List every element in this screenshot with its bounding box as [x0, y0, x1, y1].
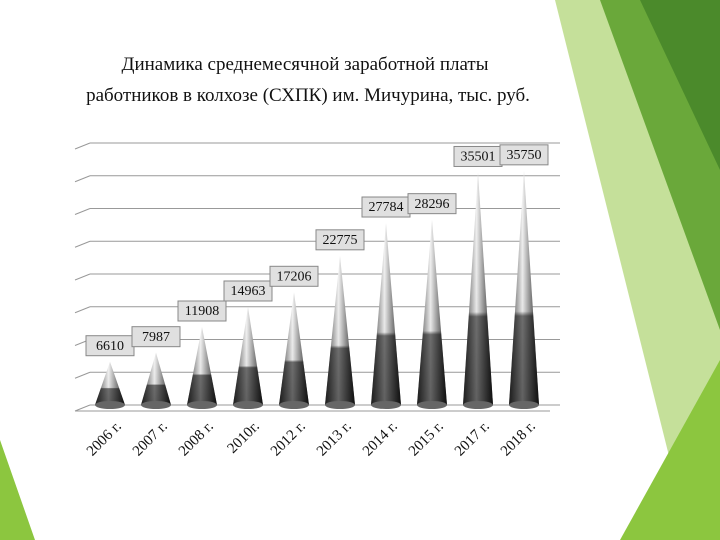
cone-base	[463, 401, 493, 409]
grid-line	[74, 208, 91, 215]
cone-base	[95, 401, 125, 409]
x-tick-label: 2015 г.	[406, 419, 447, 460]
grid-line	[74, 175, 91, 183]
cone-base	[187, 401, 217, 409]
cone-shade	[417, 219, 447, 405]
value-label: 28296	[415, 197, 450, 212]
grid-line	[74, 142, 91, 150]
value-label: 35750	[507, 148, 542, 163]
cone-base	[141, 401, 171, 409]
value-label-box	[407, 193, 457, 215]
cone-base	[417, 401, 447, 409]
value-label: 17206	[277, 270, 312, 285]
x-tick-label: 2018 г.	[498, 419, 539, 460]
grid-line	[74, 404, 91, 412]
cone-base	[325, 401, 355, 409]
cone-shade	[141, 352, 171, 405]
cone-shade	[371, 223, 401, 405]
cone-base	[509, 401, 539, 409]
value-label-box	[177, 300, 227, 322]
x-tick-label: 2012 г.	[268, 419, 309, 460]
grid-line	[74, 273, 91, 281]
x-tick-label: 2006 г.	[84, 419, 125, 460]
value-label: 14963	[231, 284, 266, 299]
x-tick-label: 2014 г.	[360, 419, 401, 460]
cone-base	[371, 401, 401, 409]
cone-base	[279, 401, 309, 409]
grid-line	[74, 371, 91, 379]
value-label: 11908	[185, 304, 219, 319]
value-label-box	[131, 326, 181, 348]
grid-line	[74, 240, 91, 248]
value-label-box	[269, 265, 319, 287]
cone-shade	[233, 306, 263, 405]
chart-title: Динамика среднемесячной заработной платы	[121, 54, 488, 75]
value-label: 22775	[323, 233, 358, 248]
value-label-box	[223, 280, 273, 302]
x-tick-label: 2010г.	[224, 419, 262, 457]
chart-title: работников в колхозе (СХПК) им. Мичурина…	[86, 85, 530, 106]
cone-shade	[95, 361, 125, 405]
cone-base	[233, 401, 263, 409]
x-tick-label: 2017 г.	[452, 419, 493, 460]
x-tick-label: 2007 г.	[130, 419, 171, 460]
value-label: 7987	[142, 330, 170, 345]
cone-shade	[509, 170, 539, 405]
grid-line	[74, 306, 91, 314]
value-label: 27784	[369, 200, 404, 215]
value-label: 6610	[96, 339, 124, 354]
value-label: 35501	[461, 150, 496, 165]
cone-shade	[325, 255, 355, 405]
x-tick-label: 2013 г.	[314, 419, 355, 460]
value-label-box	[315, 229, 365, 251]
x-tick-label: 2008 г.	[176, 419, 217, 460]
cone-shade	[463, 172, 493, 405]
cone-shade	[187, 327, 217, 405]
cone-shade	[279, 292, 309, 405]
value-label-box	[499, 144, 549, 166]
